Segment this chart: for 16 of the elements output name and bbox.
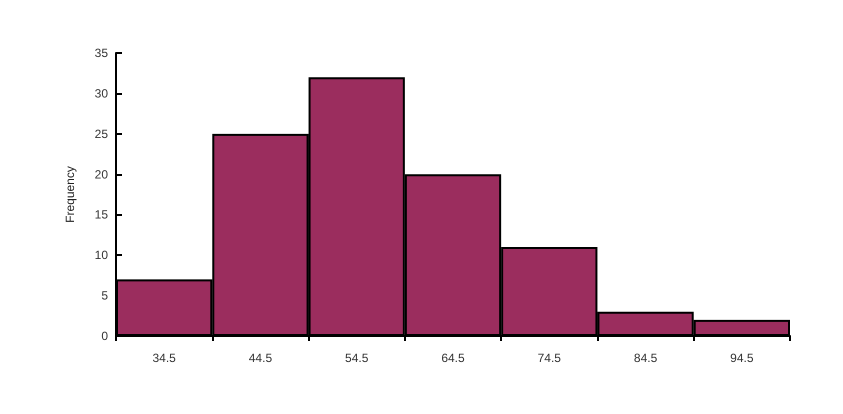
x-tick-label: 64.5 bbox=[441, 351, 465, 365]
y-tick-label: 20 bbox=[94, 167, 108, 182]
x-tick-label: 94.5 bbox=[730, 351, 754, 365]
y-axis-title: Frequency bbox=[63, 166, 77, 223]
y-tick-label: 30 bbox=[94, 86, 108, 100]
y-tick-label: 5 bbox=[101, 288, 108, 303]
x-tick-label: 84.5 bbox=[634, 351, 658, 365]
x-tick-label: 44.5 bbox=[248, 351, 272, 365]
y-tick-label: 35 bbox=[94, 46, 108, 60]
x-tick-label: 54.5 bbox=[345, 351, 369, 365]
x-tick-label: 74.5 bbox=[538, 351, 562, 365]
y-tick-label: 15 bbox=[94, 208, 108, 222]
y-tick-label: 25 bbox=[94, 126, 108, 141]
x-tick-label: 34.5 bbox=[152, 351, 176, 365]
y-tick-label: 10 bbox=[94, 248, 108, 262]
y-tick-label: 0 bbox=[101, 329, 108, 343]
